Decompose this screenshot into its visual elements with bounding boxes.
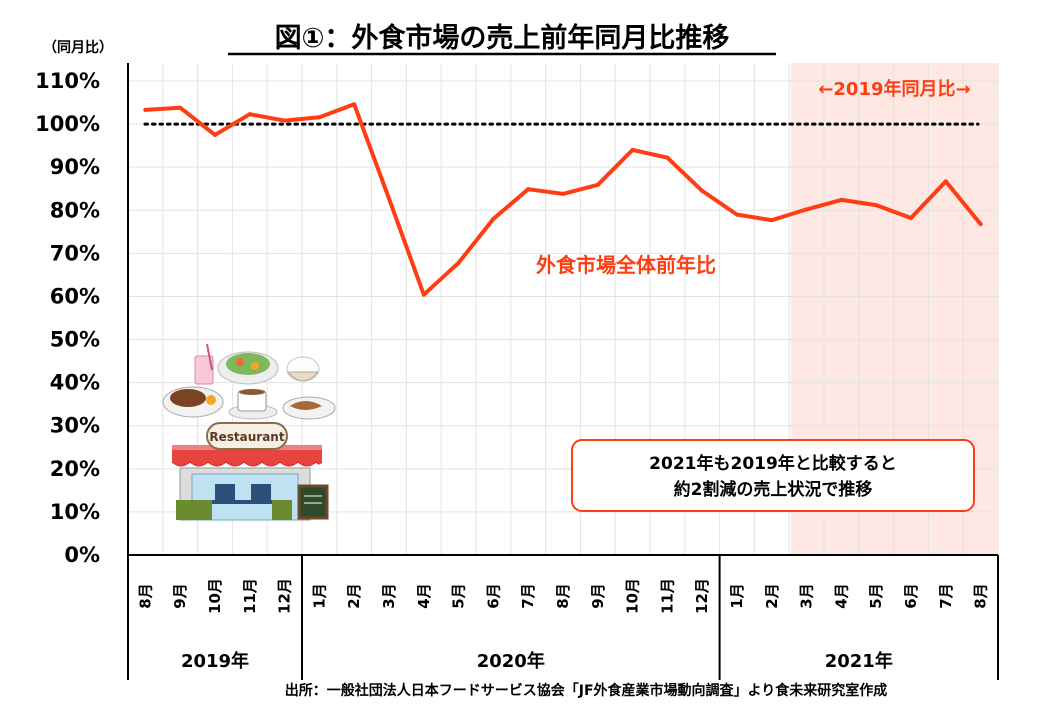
y-tick-label: 70% [50,241,100,265]
series-point [143,107,148,112]
annotation-line-1: 2021年も2019年と比較すると [649,453,897,474]
x-tick-label: 10月 [206,578,224,614]
series-point [839,197,844,202]
x-tick-label: 1月 [310,583,328,608]
x-tick-label: 2月 [763,583,781,608]
y-tick-label: 60% [50,284,100,308]
series-point [804,207,809,212]
series-point [595,182,600,187]
y-tick-label: 100% [35,112,100,136]
x-tick-label: 4月 [415,583,433,608]
x-tick-label: 5月 [450,583,468,608]
y-tick-label: 110% [35,69,100,93]
fish-plate-icon [282,396,336,420]
x-tick-label: 8月 [136,583,154,608]
series-point [178,105,183,110]
y-tick-label: 50% [50,328,100,352]
series-point [526,187,531,192]
x-tick-label: 7月 [937,583,955,608]
series-point [630,147,635,152]
series-point [421,292,426,297]
series-point [456,260,461,265]
x-tick-label: 11月 [241,578,259,614]
y-tick-label: 90% [50,155,100,179]
highlight-band-label: ←2019年同月比→ [818,78,970,100]
x-tick-label: 10月 [624,578,642,614]
menu-board-icon [297,484,329,520]
x-tick-label: 9月 [171,583,189,608]
series-point [700,188,705,193]
x-tick-label: 1月 [728,583,746,608]
x-tick-label: 5月 [867,583,885,608]
y-tick-label: 10% [50,500,100,524]
series-point [909,216,913,221]
y-tick-label: 0% [64,543,100,567]
rice-bowl-icon [286,356,320,382]
x-tick-label: 7月 [519,583,537,608]
series-point [491,216,496,221]
x-tick-label: 11月 [658,578,676,614]
y-tick-label: 40% [50,371,100,395]
series-point [561,191,565,196]
chart-title: 図①：外食市場の売上前年同月比推移 [275,22,730,54]
year-label: 2020年 [477,650,545,672]
x-tick-label: 8月 [972,583,990,608]
x-tick-label: 12月 [276,578,294,614]
series-label: 外食市場全体前年比 [536,253,716,277]
x-tick-label: 9月 [589,583,607,608]
year-label: 2021年 [825,650,893,672]
x-tick-label: 4月 [832,583,850,608]
series-point [247,112,252,117]
drink-icon [194,343,214,385]
annotation-line-2: 約2割減の売上状況で推移 [674,479,873,500]
x-tick-label: 6月 [484,583,502,608]
series-point [317,115,322,120]
series-point [665,155,670,160]
x-tick-label: 6月 [902,583,920,608]
series-point [282,118,287,123]
x-tick-label: 3月 [798,583,816,608]
series-point [387,196,391,201]
restaurant-sign [206,422,288,450]
annotation-box [571,439,975,512]
y-tick-label: 20% [50,457,100,481]
series-point [874,203,879,208]
y-tick-label: 80% [50,198,100,222]
source-note: 出所：一般社団法人日本フードサービス協会「JF外食産業市場動向調査」より食未来研… [285,682,888,699]
x-tick-label: 8月 [554,583,572,608]
restaurant-illustration: Restaurant [162,343,336,521]
x-tick-label: 12月 [693,578,711,614]
y-axis-unit-label: （同月比） [43,39,113,56]
x-tick-label: 3月 [380,583,398,608]
series-point [213,132,217,137]
restaurant-sign-text: Restaurant [209,430,284,444]
x-tick-label: 2月 [345,583,363,608]
series-point [352,102,357,107]
year-label: 2019年 [181,650,249,672]
salad-plate-icon [217,351,279,385]
coffee-cup-icon [228,389,278,420]
series-point [943,179,948,184]
steak-plate-icon [162,386,224,418]
series-point [735,212,739,217]
series-point [978,222,983,227]
restaurant-building [176,467,311,521]
series-point [769,218,774,223]
y-tick-label: 30% [50,414,100,438]
